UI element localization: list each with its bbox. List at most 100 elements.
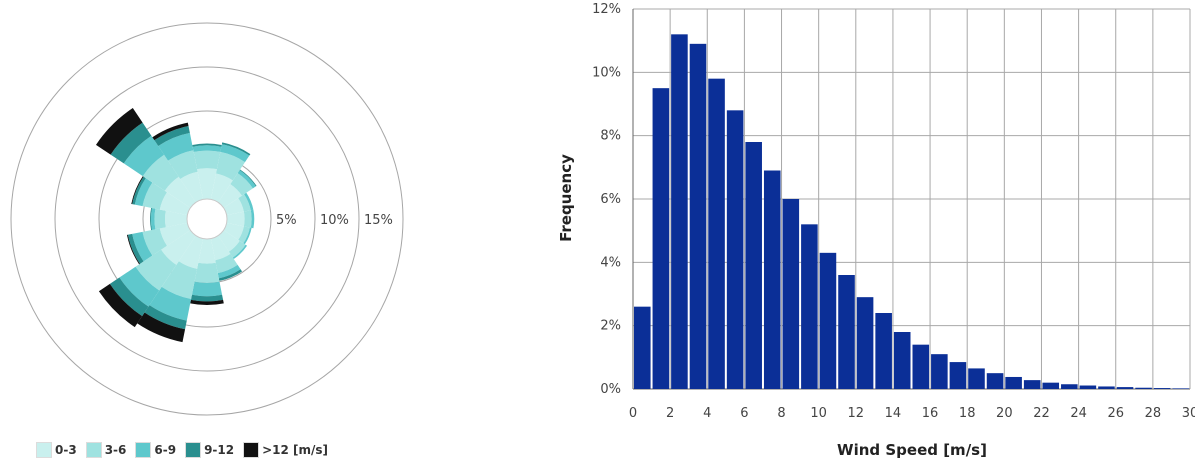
wind-rose-segment-3-6 <box>228 240 246 258</box>
histogram-y-tick-labels: 0% 2% 4% 6% 8% 10% 12% <box>592 2 621 397</box>
wind-rose-segment-3-6 <box>243 210 252 228</box>
wind-rose-segment->12 <box>137 312 186 343</box>
histogram-bar <box>801 224 818 389</box>
legend-label: >12 [m/s] <box>262 443 329 457</box>
histogram-y-tick-label: 6% <box>600 192 621 207</box>
histogram-x-tick-label: 30 <box>1182 406 1195 421</box>
wind-rose-segment-6-9 <box>250 209 255 229</box>
histogram-bar <box>949 362 967 389</box>
histogram-bar <box>912 344 930 389</box>
wind-rose-segment->12 <box>95 107 143 155</box>
histogram-bar <box>763 170 781 389</box>
wind-rose-segment-9-12 <box>109 277 149 317</box>
histogram-y-tick-label: 0% <box>600 382 621 397</box>
histogram-bar <box>745 142 762 389</box>
histogram-x-tick-label: 10 <box>810 406 827 421</box>
wind-rose-segment->12 <box>131 176 144 205</box>
wind-rose-segment-6-9 <box>244 192 254 211</box>
wind-rose-segment-0-3 <box>218 184 242 208</box>
wind-rose-segment-6-9 <box>132 231 153 262</box>
wind-rose-segment-3-6 <box>194 262 220 283</box>
wind-rose-segment-0-3 <box>198 238 216 264</box>
wind-rose-segment-9-12 <box>154 126 190 147</box>
legend-label: 9-12 <box>204 443 235 457</box>
legend-label: 6-9 <box>154 443 177 457</box>
wind-rose-segment-9-12 <box>127 233 144 264</box>
histogram-x-tick-label: 16 <box>922 406 939 421</box>
wind-rose-segment-9-12 <box>192 143 222 147</box>
legend-swatch <box>185 442 202 458</box>
legend-item: 3-6 <box>85 442 126 458</box>
wind-rose-segment-6-9 <box>192 145 222 152</box>
histogram-bar <box>838 275 855 389</box>
wind-rose-segment-6-9 <box>220 144 250 163</box>
histogram-bar <box>689 43 707 389</box>
wind-rose-segment->12 <box>152 122 189 141</box>
wind-rose-radial-tick-label: 15% <box>364 213 393 228</box>
wind-rose-segment-0-3 <box>180 171 204 203</box>
wind-rose-segment->12 <box>98 283 143 328</box>
histogram-bar <box>856 297 874 389</box>
wind-rose-segment->12 <box>190 299 224 305</box>
histogram-bar <box>634 306 651 389</box>
wind-rose-segment-0-3 <box>218 230 240 252</box>
histogram-bar <box>931 354 948 389</box>
histogram-bar <box>1042 382 1060 389</box>
wind-rose-segment->12 <box>126 234 140 265</box>
legend-swatch <box>243 442 260 458</box>
wind-rose-segment-3-6 <box>168 150 198 179</box>
wind-rose-ring <box>54 66 360 372</box>
histogram-bar <box>1116 387 1134 389</box>
histogram-x-tick-label: 0 <box>629 406 637 421</box>
wind-rose-segment-0-3 <box>210 235 231 261</box>
wind-rose-ring <box>10 22 404 416</box>
wind-rose-segment-3-6 <box>238 194 251 212</box>
histogram-x-tick-label: 22 <box>1033 406 1050 421</box>
histogram-bar <box>1079 385 1097 389</box>
wind-speed-histogram: 0%2%4%6%8%10%12% 0 2 4 6 8 10 12 14 16 18 20 22 24 26… <box>557 2 1195 459</box>
wind-rose-segment-3-6 <box>135 249 177 291</box>
wind-rose-segment-6-9 <box>191 281 223 297</box>
wind-rose-segment-3-6 <box>142 182 167 210</box>
wind-rose-segment-3-6 <box>142 154 179 191</box>
legend-swatch <box>135 442 152 458</box>
histogram-bar <box>1005 376 1022 389</box>
histogram-bar <box>893 332 911 389</box>
wind-rose-radial-tick-label: 5% <box>276 213 297 228</box>
histogram-x-tick-label: 24 <box>1070 406 1087 421</box>
histogram-x-tick-label: 20 <box>996 406 1013 421</box>
wind-rose-segment-3-6 <box>238 226 250 244</box>
wind-rose-radial-ticks: 5% 10% 15% <box>276 213 393 228</box>
histogram-x-tick-label: 26 <box>1107 406 1124 421</box>
legend-item: >12 [m/s] <box>243 442 328 458</box>
histogram-x-tick-label: 12 <box>848 406 865 421</box>
histogram-x-tick-label: 4 <box>703 406 711 421</box>
histogram-bar <box>1172 388 1189 389</box>
wind-rose-segment-3-6 <box>215 253 238 274</box>
histogram-bar <box>1023 380 1041 389</box>
wind-rose-segment-0-3 <box>197 168 217 200</box>
wind-rose-segment-0-3 <box>223 198 244 216</box>
histogram-bar <box>1061 384 1078 389</box>
wind-rose-segment-0-3 <box>178 235 204 269</box>
wind-rose-segment-0-3 <box>159 222 191 246</box>
wind-rose-segment-6-9 <box>150 208 156 230</box>
histogram-x-tick-label: 8 <box>777 406 785 421</box>
wind-rose-segment-3-6 <box>142 228 167 256</box>
wind-rose-segment-9-12 <box>190 294 224 302</box>
histogram-x-tick-label: 18 <box>959 406 976 421</box>
wind-rose-segment-9-12 <box>150 207 152 231</box>
wind-rose-segment-6-9 <box>243 227 252 245</box>
wind-rose-segment-6-9 <box>149 286 192 321</box>
histogram-y-tick-label: 10% <box>592 65 621 80</box>
histogram-x-tick-label: 28 <box>1145 406 1162 421</box>
wind-rose-segment-6-9 <box>158 132 194 161</box>
wind-rose-segment-6-9 <box>217 264 241 279</box>
wind-rose-chart: 5% 10% 15% <box>10 22 404 416</box>
wind-rose-segment-9-12 <box>218 269 243 281</box>
histogram-bar <box>1135 387 1152 389</box>
histogram-x-tick-labels: 0 2 4 6 8 10 12 14 16 18 20 22 24 26 28 30 <box>629 406 1195 421</box>
legend-label: 0-3 <box>55 443 77 457</box>
wind-rose-segment-9-12 <box>132 176 146 205</box>
histogram-x-tick-label: 6 <box>740 406 748 421</box>
